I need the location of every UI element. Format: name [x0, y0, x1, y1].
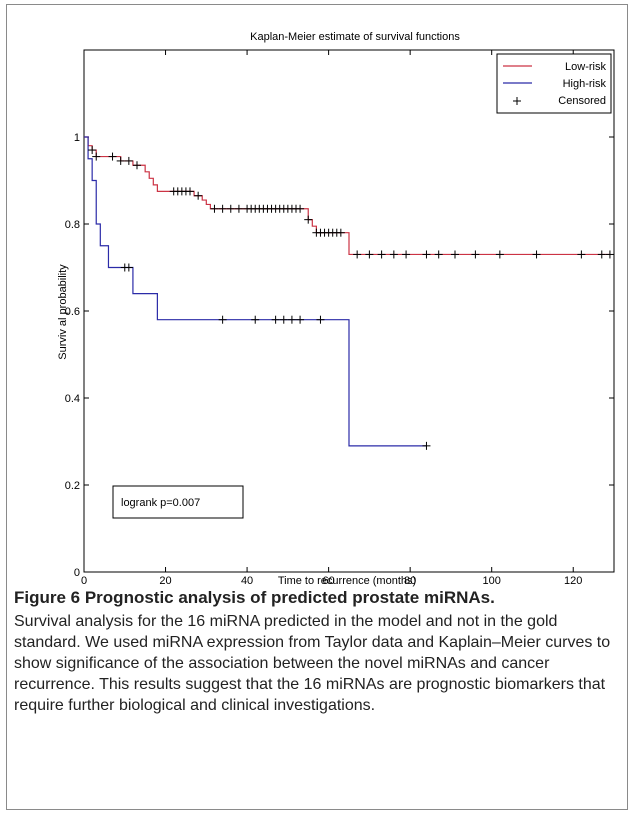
high-risk-curve — [84, 136, 427, 447]
low-risk-censor-mark — [296, 204, 305, 213]
low-risk-censor-mark — [434, 250, 443, 259]
legend-censored-label: Censored — [558, 95, 606, 107]
x-tick-label: 100 — [483, 575, 501, 587]
y-tick-label: 0.8 — [65, 219, 80, 231]
chart-title: Kaplan-Meier estimate of survival functi… — [250, 31, 460, 43]
low-risk-censor-mark — [495, 250, 504, 259]
low-risk-censor-mark — [402, 250, 411, 259]
caption-text: Survival analysis for the 16 miRNA predi… — [14, 613, 611, 714]
high-risk-censor-mark — [218, 315, 227, 324]
low-risk-censor-mark — [92, 152, 101, 161]
x-tick-label: 120 — [564, 575, 582, 587]
legend-high-risk-label: High-risk — [563, 78, 607, 90]
survival-chart: Kaplan-Meier estimate of survival functi… — [57, 31, 615, 587]
low-risk-censor-mark — [210, 204, 219, 213]
x-tick-label: 0 — [81, 575, 87, 587]
low-risk-censor-mark — [304, 215, 313, 224]
x-tick-label: 80 — [404, 575, 416, 587]
y-tick-label: 0.2 — [65, 480, 80, 492]
low-risk-censor-mark — [218, 204, 227, 213]
low-risk-censor-mark — [124, 156, 133, 165]
low-risk-censor-mark — [88, 146, 97, 155]
low-risk-censor-mark — [422, 250, 431, 259]
y-tick-label: 0 — [74, 567, 80, 579]
high-risk-censor-mark — [124, 263, 133, 272]
high-risk-censor-mark — [251, 315, 260, 324]
legend-censored-marker — [513, 97, 521, 105]
low-risk-censor-mark — [605, 250, 614, 259]
high-risk-censor-mark — [316, 315, 325, 324]
low-risk-censor-mark — [532, 250, 541, 259]
low-risk-censor-mark — [389, 250, 398, 259]
low-risk-censor-mark — [133, 161, 141, 170]
legend-low-risk-label: Low-risk — [565, 61, 606, 73]
y-tick-label: 0.6 — [65, 306, 80, 318]
censor-marks — [88, 146, 614, 450]
low-risk-censor-mark — [234, 204, 243, 213]
y-tick-label: 0.4 — [65, 393, 80, 405]
low-risk-censor-mark — [108, 152, 117, 161]
annotation-box — [112, 485, 244, 519]
high-risk-censor-mark — [279, 315, 288, 324]
low-risk-censor-mark — [377, 250, 386, 259]
low-risk-censor-mark — [365, 250, 374, 259]
low-risk-censor-mark — [471, 250, 480, 259]
y-tick-label: 1 — [74, 132, 80, 144]
legend: Low-risk High-risk Censored — [496, 53, 612, 114]
low-risk-censor-mark — [577, 250, 586, 259]
annotation-text: logrank p=0.007 — [121, 497, 200, 509]
x-tick-label: 40 — [241, 575, 253, 587]
low-risk-censor-mark — [194, 191, 203, 200]
high-risk-censor-mark — [271, 315, 280, 324]
low-risk-censor-mark — [451, 250, 459, 259]
caption-title: Figure 6 Prognostic analysis of predicte… — [14, 588, 495, 607]
low-risk-censor-mark — [597, 250, 606, 259]
high-risk-censor-mark — [287, 315, 296, 324]
x-axis-label: Time to recurrence (months) — [278, 575, 416, 587]
high-risk-censor-mark — [296, 315, 305, 324]
low-risk-censor-mark — [186, 187, 194, 196]
figure-frame — [6, 4, 628, 810]
x-tick-label: 60 — [322, 575, 334, 587]
low-risk-censor-mark — [336, 228, 345, 237]
x-tick-label: 20 — [159, 575, 171, 587]
low-risk-censor-mark — [116, 156, 125, 165]
low-risk-censor-mark — [353, 250, 362, 259]
plot-area — [83, 49, 615, 573]
low-risk-censor-mark — [226, 204, 235, 213]
high-risk-censor-mark — [422, 441, 431, 450]
axis-ticks: 0 20 40 60 80 100 120 0 0.2 0.4 0.6 0.8 1 — [65, 50, 614, 587]
logrank-annotation: logrank p=0.007 — [112, 485, 244, 519]
y-axis-label: Surviv al probability — [57, 264, 69, 360]
figure-caption: Figure 6 Prognostic analysis of predicte… — [14, 588, 618, 716]
